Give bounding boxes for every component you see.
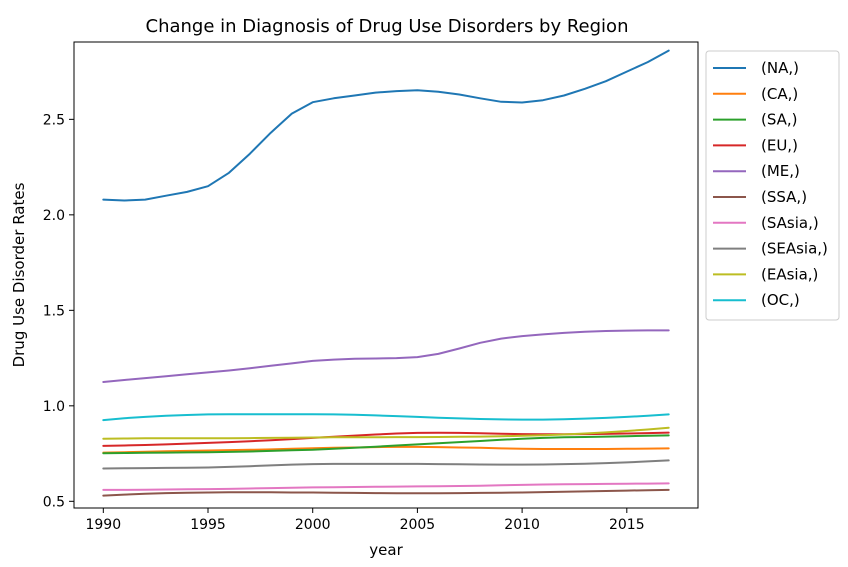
series-line-oc [102,413,670,422]
series-layer [102,49,670,497]
series-line-seasia [102,459,670,470]
y-axis-label: Drug Use Disorder Rates [10,182,28,367]
x-tick-label: 1990 [85,517,121,533]
y-tick-label: 0.5 [43,494,65,510]
y-axis: 0.5 1.0 1.5 2.0 2.5 [43,112,74,510]
legend-label: (EAsia,) [761,265,818,283]
series-line-sa [102,434,670,455]
legend-label: (SAsia,) [761,214,819,232]
series-line-sasia [102,482,670,491]
legend-label: (SEAsia,) [761,240,828,258]
y-tick-label: 2.0 [43,208,65,224]
series-line-me [102,329,670,383]
legend-label: (OC,) [761,291,800,309]
y-tick-label: 2.5 [43,112,65,128]
x-tick-label: 2015 [609,517,645,533]
y-tick-label: 1.0 [43,399,65,415]
legend-label: (ME,) [761,162,800,180]
x-tick-label: 2010 [504,517,540,533]
y-tick-label: 1.5 [43,303,65,319]
x-tick-label: 1995 [190,517,226,533]
legend-label: (CA,) [761,85,798,103]
legend-label: (NA,) [761,59,799,77]
series-line-na [102,49,670,202]
x-axis: 1990 1995 2000 2005 2010 2015 [85,508,645,533]
x-tick-label: 2000 [295,517,331,533]
legend: (NA,) (CA,) (SA,) (EU,) (ME,) (SSA,) (SAsia,) (… [705,50,840,321]
legend-label: (EU,) [761,136,798,154]
x-axis-label: year [369,541,403,559]
legend-label: (SSA,) [761,188,807,206]
series-line-ssa [102,488,670,497]
legend-label: (SA,) [761,111,798,129]
legend-frame [705,50,840,321]
chart-title: Change in Diagnosis of Drug Use Disorder… [146,16,629,37]
plot-area-frame [73,41,699,509]
x-tick-label: 2005 [400,517,436,533]
series-line-easia [102,426,670,440]
